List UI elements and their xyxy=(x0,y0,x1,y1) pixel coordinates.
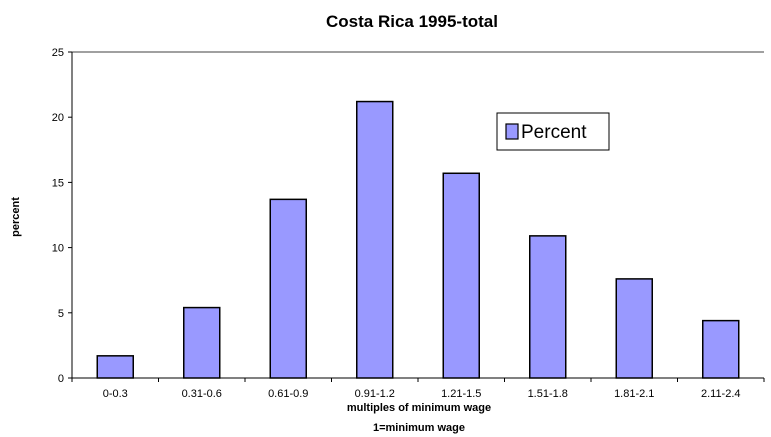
legend-label: Percent xyxy=(521,122,587,143)
bar xyxy=(442,172,480,379)
bar xyxy=(356,100,394,379)
chart-title: Costa Rica 1995-total xyxy=(326,12,498,31)
y-tick-label: 0 xyxy=(58,373,64,385)
bar xyxy=(529,235,567,379)
x-tick-label: 1.51-1.8 xyxy=(528,388,568,400)
x-tick-label: 1.21-1.5 xyxy=(441,388,481,400)
x-axis-note: 1=minimum wage xyxy=(373,422,465,434)
bar xyxy=(269,198,307,379)
x-tick-label: 0.61-0.9 xyxy=(268,388,308,400)
y-tick-label: 10 xyxy=(52,243,64,255)
x-tick-label: 0.31-0.6 xyxy=(182,388,222,400)
y-tick-label: 5 xyxy=(58,308,64,320)
x-tick-label: 2.11-2.4 xyxy=(701,388,741,400)
y-tick-label: 20 xyxy=(52,112,64,124)
legend-box xyxy=(496,112,610,151)
x-tick-label: 0-0.3 xyxy=(103,388,128,400)
y-tick-label: 15 xyxy=(52,177,64,189)
bar xyxy=(96,355,134,379)
bar xyxy=(183,306,221,379)
bar xyxy=(702,319,740,379)
plot-area: 0 5 10 15 20 25 0-0.3 0.31-0.6 0.61-0.9 0.91-1.2 1… xyxy=(52,47,765,400)
x-tick-label: 0.91-1.2 xyxy=(355,388,395,400)
x-tick-label: 1.81-2.1 xyxy=(614,388,654,400)
y-axis-label: percent xyxy=(10,197,22,237)
legend: Percent xyxy=(496,112,610,151)
bar xyxy=(615,278,653,379)
x-axis-label: multiples of minimum wage xyxy=(347,402,491,414)
legend-swatch xyxy=(505,123,519,140)
y-tick-label: 25 xyxy=(52,47,64,59)
